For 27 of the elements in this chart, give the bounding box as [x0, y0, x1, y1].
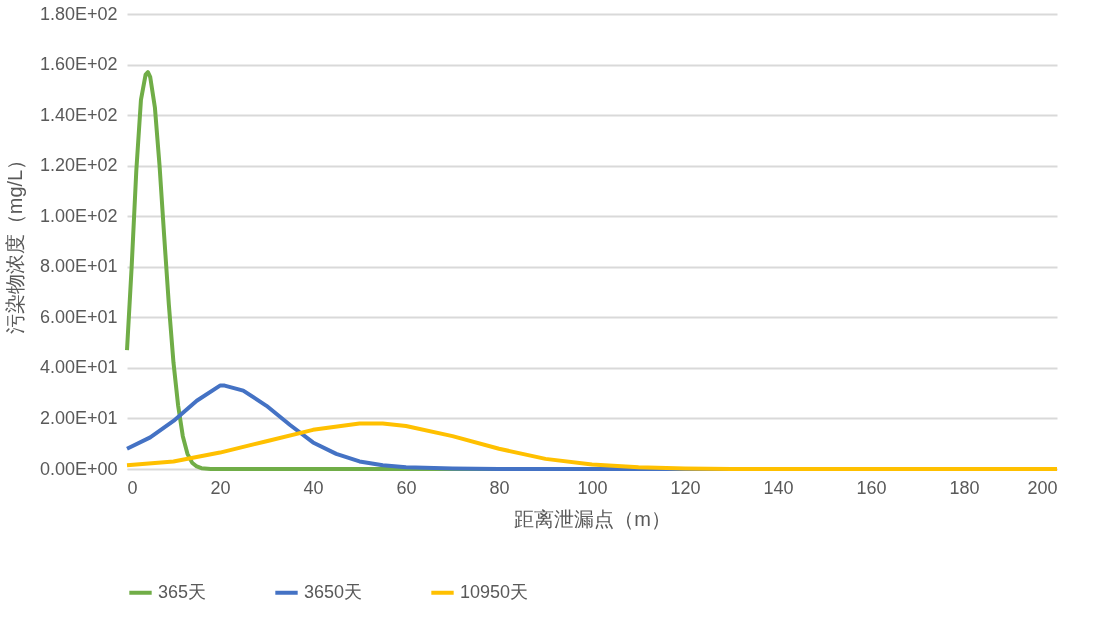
y-tick-label: 1.60E+02: [39, 54, 118, 75]
x-tick-label: 0: [127, 477, 138, 498]
x-tick-label: 20: [210, 477, 231, 498]
y-tick-label: 4.00E+01: [39, 357, 118, 378]
line-series: [125, 421, 1059, 471]
x-tick-label: 40: [303, 477, 324, 498]
legend-label: 10950天: [460, 581, 529, 602]
y-axis-title: 污染物浓度（mg/L）: [3, 149, 26, 335]
x-tick-label: 200: [1027, 477, 1058, 498]
x-axis-title: 距离泄漏点（m）: [514, 507, 671, 530]
y-tick-label: 6.00E+01: [39, 306, 118, 327]
x-tick-label: 160: [856, 477, 887, 498]
y-tick-label: 2.00E+01: [39, 407, 118, 428]
y-tick-label: 0.00E+00: [39, 458, 118, 479]
x-tick-label: 120: [670, 477, 701, 498]
y-tick-label: 1.40E+02: [39, 104, 118, 125]
y-tick-label: 1.00E+02: [39, 205, 118, 226]
legend-label: 3650天: [304, 581, 363, 602]
y-tick-label: 1.80E+02: [39, 3, 118, 24]
x-tick-label: 180: [949, 477, 980, 498]
x-tick-label: 80: [489, 477, 510, 498]
x-tick-label: 100: [577, 477, 608, 498]
x-tick-label: 60: [396, 477, 417, 498]
x-tick-label: 140: [763, 477, 794, 498]
y-tick-label: 8.00E+01: [39, 256, 118, 277]
y-tick-label: 1.20E+02: [39, 155, 118, 176]
legend-label: 365天: [158, 581, 207, 602]
